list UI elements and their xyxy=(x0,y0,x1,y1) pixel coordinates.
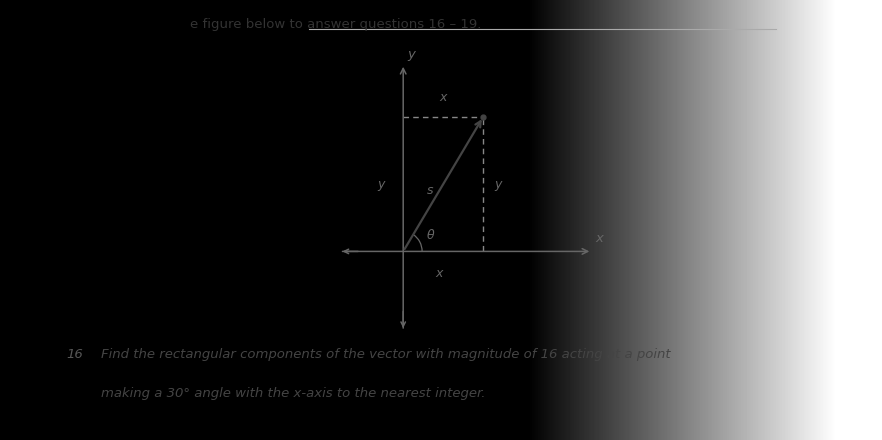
Text: θ: θ xyxy=(427,229,434,242)
Text: s: s xyxy=(427,184,433,197)
Text: y: y xyxy=(494,177,501,191)
Text: e figure below to answer questions 16 – 19.: e figure below to answer questions 16 – … xyxy=(190,18,481,31)
Text: x: x xyxy=(436,267,443,280)
Text: y: y xyxy=(377,177,385,191)
Text: making a 30° angle with the x-axis to the nearest integer.: making a 30° angle with the x-axis to th… xyxy=(101,387,486,400)
Text: x: x xyxy=(595,232,603,245)
Text: Find the rectangular components of the vector with magnitude of 16 acting at a p: Find the rectangular components of the v… xyxy=(101,348,671,361)
Text: x: x xyxy=(439,91,447,104)
Text: y: y xyxy=(407,48,415,61)
Text: 16: 16 xyxy=(66,348,83,361)
